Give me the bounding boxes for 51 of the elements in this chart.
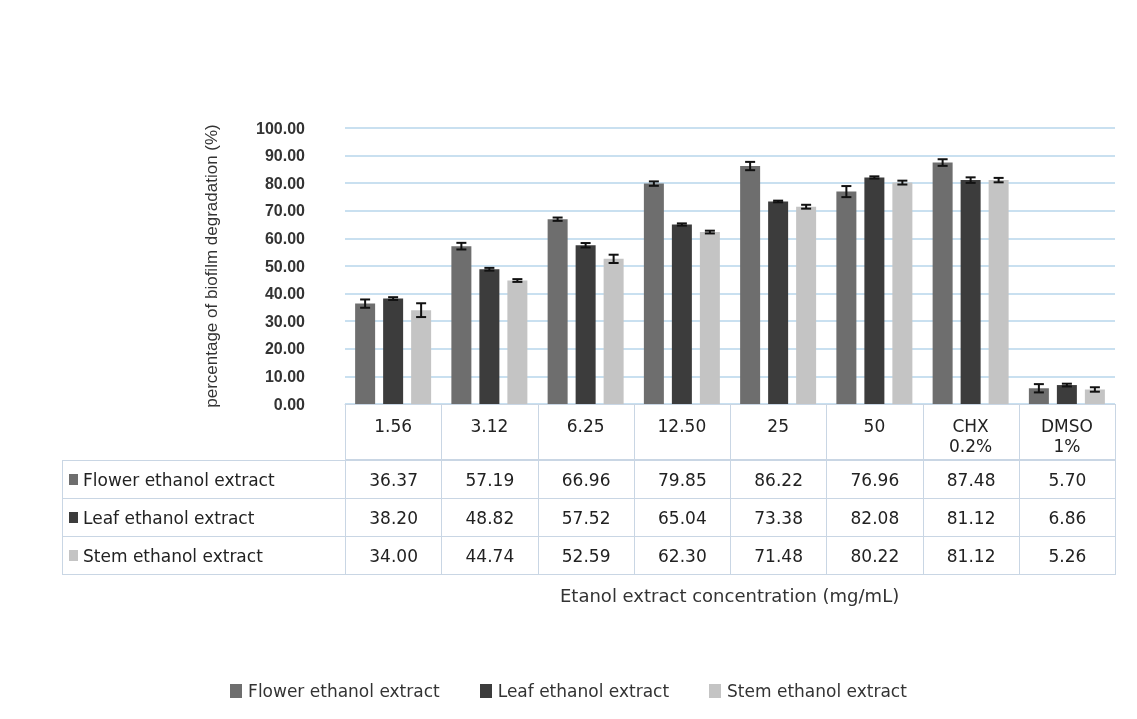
data-label: 76.96 [826, 460, 924, 499]
x-tick-label: 12.50 [657, 416, 707, 436]
data-label: 36.37 [345, 460, 443, 499]
data-label: 48.82 [441, 498, 539, 537]
data-label: 81.12 [922, 498, 1020, 537]
data-label: 52.59 [537, 536, 635, 575]
data-label: 57.52 [537, 498, 635, 537]
legend-label: Flower ethanol extract [83, 469, 275, 490]
data-label: 57.19 [441, 460, 539, 499]
x-tick-label: 6.25 [566, 416, 605, 436]
data-label: 5.70 [1018, 460, 1116, 499]
text: Stem ethanol extract [727, 681, 907, 701]
y-tick-label: 20.00 [264, 340, 306, 358]
y-tick-label: 80.00 [264, 174, 306, 192]
data-label: 34.00 [345, 536, 443, 575]
y-tick-label: 70.00 [264, 202, 306, 220]
data-label: 71.48 [730, 536, 828, 575]
data-label: 79.85 [633, 460, 731, 499]
x-tick-label: 50 [863, 416, 886, 436]
legend-label: Stem ethanol extract [83, 545, 263, 566]
y-tick-label: 90.00 [264, 147, 306, 165]
data-label: 62.30 [633, 536, 731, 575]
data-label: 44.74 [441, 536, 539, 575]
data-label: 82.08 [826, 498, 924, 537]
y-tick-label: 10.00 [264, 367, 306, 385]
y-tick-label: 100.00 [256, 119, 306, 137]
legend-label: Leaf ethanol extract [83, 507, 255, 528]
data-label: 66.96 [537, 460, 635, 499]
data-label: 81.12 [922, 536, 1020, 575]
y-tick-label: 0.00 [273, 395, 306, 413]
data-label: 38.20 [345, 498, 443, 537]
data-label: 80.22 [826, 536, 924, 575]
data-label: 87.48 [922, 460, 1020, 499]
y-tick-label: 50.00 [264, 257, 306, 275]
data-label: 6.86 [1018, 498, 1116, 537]
y-tick-label: 30.00 [264, 312, 306, 330]
x-tick-label: 3.12 [470, 416, 509, 436]
data-label: 5.26 [1018, 536, 1116, 575]
x-tick-label: DMSO 1% [1040, 416, 1093, 456]
data-label: 65.04 [633, 498, 731, 537]
x-tick-label: 25 [767, 416, 789, 436]
x-tick-label: 1.56 [374, 416, 413, 436]
y-axis-title: percentage of biofilm degradation (%) [202, 124, 221, 408]
text: Etanol extract concentration (mg/mL) [560, 584, 900, 606]
text: Leaf ethanol extract [497, 681, 670, 701]
data-label: 73.38 [730, 498, 828, 537]
data-label: 86.22 [730, 460, 828, 499]
y-tick-label: 40.00 [264, 285, 306, 303]
x-tick-label: CHX 0.2% [949, 416, 993, 456]
y-tick-label: 60.00 [264, 229, 306, 247]
text: Flower ethanol extract [248, 681, 440, 701]
